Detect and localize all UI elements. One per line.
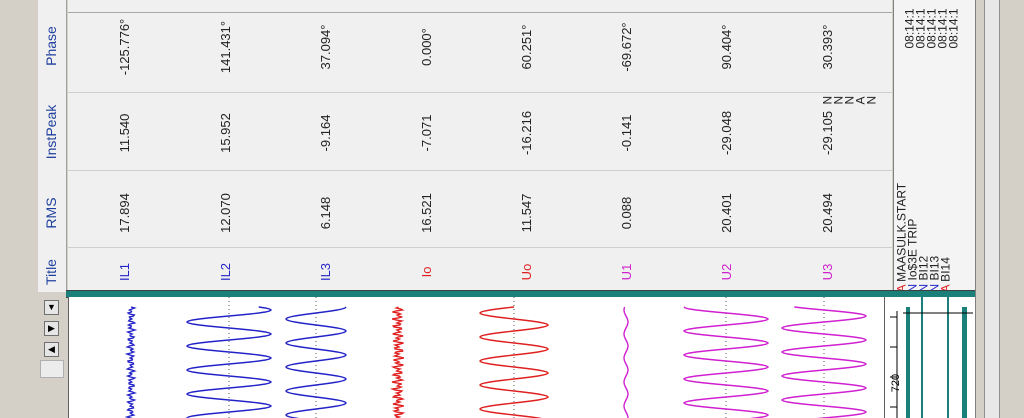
phase-value: 60.251°: [519, 24, 534, 70]
event-time: 08:14:1: [946, 8, 961, 49]
phase-value: 0.000°: [419, 28, 434, 66]
instpeak-value: -9.164: [318, 114, 333, 152]
trace-io: [389, 306, 406, 418]
instpeak-value: -7.071: [419, 114, 434, 152]
trace-u3: [780, 306, 868, 418]
phase-value: 141.431°: [218, 20, 233, 74]
waveform-plot[interactable]: [68, 297, 884, 418]
phase-value: -125.776°: [117, 18, 132, 76]
trace-il1: [124, 306, 138, 418]
trace-il2: [185, 306, 273, 418]
channel-grid: -125.776° 11.540 17.894 IL1 141.431° 15.…: [68, 0, 892, 292]
scroll-thumb[interactable]: [40, 360, 64, 378]
scroll-left-button[interactable]: ◀: [44, 342, 59, 357]
phase-value: -69.672°: [619, 22, 634, 72]
scroll-down-button[interactable]: ▼: [44, 300, 59, 315]
waveform-canvas: [124, 297, 868, 418]
trace-u1: [623, 306, 629, 418]
instpeak-value: -29.048: [719, 110, 734, 156]
event-list: A MAASULK.START N Io$3E TRIP N BI12 N BI…: [821, 0, 975, 293]
instpeak-value: -16.216: [519, 110, 534, 156]
column-header-phase[interactable]: Phase: [43, 26, 59, 66]
event-name: BI14: [938, 257, 953, 282]
down-arrow-icon: ▼: [47, 302, 56, 312]
event-state: N: [864, 95, 879, 105]
event-row[interactable]: A BI14: [938, 133, 953, 292]
column-header-title[interactable]: Title: [43, 259, 59, 285]
column-header-instpeak[interactable]: InstPeak: [43, 104, 59, 160]
scroll-right-button[interactable]: ▶: [44, 321, 59, 336]
phase-value: 90.404°: [719, 24, 734, 70]
phase-value: 30.393°: [820, 24, 835, 70]
right-panel-frame: [975, 0, 1024, 418]
right-arrow-icon: ▶: [48, 323, 55, 333]
instpeak-value: 11.540: [117, 113, 132, 153]
trace-uo: [478, 306, 550, 418]
instpeak-value: 15.952: [218, 113, 233, 153]
trace-il3: [285, 306, 347, 418]
digital-channel-ruler: 720: [884, 297, 975, 418]
column-header-bar: Phase InstPeak RMS Title: [38, 0, 67, 292]
vertical-scrollbar[interactable]: [984, 0, 1000, 418]
digital-traces: [890, 297, 973, 418]
ruler-label: 720: [890, 373, 902, 393]
trace-u2: [682, 306, 770, 418]
phase-value: 37.094°: [318, 24, 333, 70]
left-arrow-icon: ◀: [48, 344, 55, 354]
instpeak-value: -0.141: [619, 114, 634, 152]
